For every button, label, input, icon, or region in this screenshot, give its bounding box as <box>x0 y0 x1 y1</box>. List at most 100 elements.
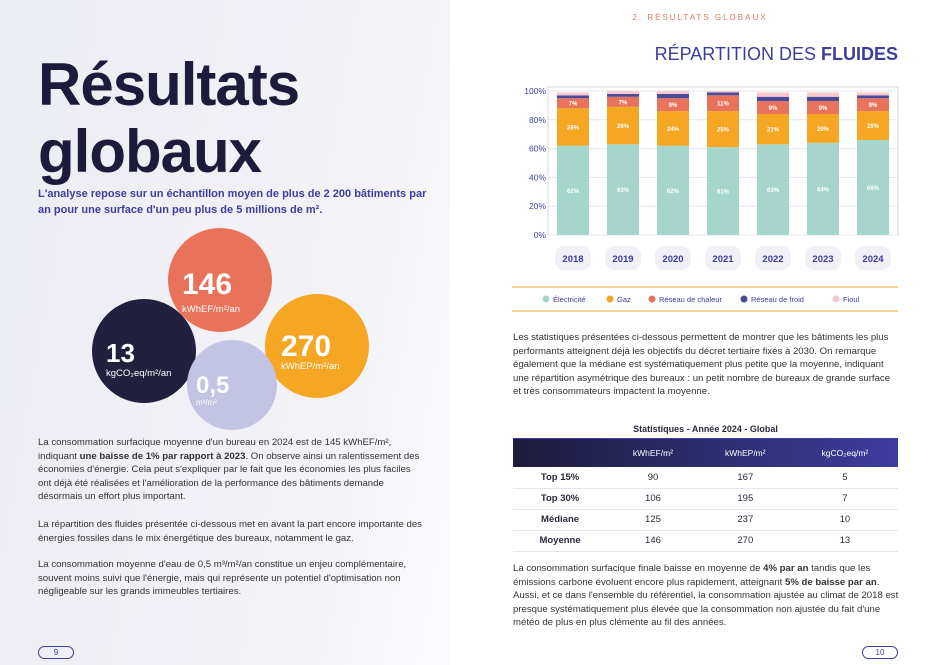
value-label: 63% <box>767 188 780 194</box>
x-tick-label: 2018 <box>562 254 583 265</box>
table-cell: 5 <box>842 471 848 483</box>
bubble <box>168 228 272 332</box>
value-label: 7% <box>569 102 578 108</box>
bar-segment <box>607 96 639 107</box>
legend-swatch <box>832 295 840 303</box>
paragraph: La répartition des fluides présentée ci-… <box>38 519 422 544</box>
table-cell: Moyenne <box>539 535 581 546</box>
table-cell: 125 <box>645 514 661 525</box>
value-label: 9% <box>819 106 828 112</box>
bubble <box>187 340 277 430</box>
value-label: 64% <box>817 187 830 193</box>
page-number: 9 <box>38 646 74 659</box>
bubble-unit: kgCO₂eq/m²/an <box>106 368 172 379</box>
x-tick-label: 2023 <box>812 254 833 265</box>
bar-segment <box>657 98 689 112</box>
stats-table: Statistiques - Année 2024 - Global kWhEF… <box>513 424 898 552</box>
table-title: Statistiques - Année 2024 - Global <box>513 424 898 439</box>
year-pill <box>755 246 791 270</box>
bar-segment <box>757 92 789 97</box>
x-tick-label: 2024 <box>862 254 884 265</box>
y-tick-label: 100% <box>524 86 546 96</box>
bar-segment <box>857 98 889 112</box>
legend-label: Électricité <box>553 295 586 304</box>
value-label: 66% <box>867 186 880 192</box>
value-label: 7% <box>619 100 628 106</box>
table-cell: 90 <box>647 471 659 483</box>
bar-segment <box>707 92 739 96</box>
title: Résultats <box>38 51 300 118</box>
bar-segment <box>807 96 839 102</box>
bubble-value: 146 <box>182 268 233 301</box>
bar-segment <box>657 93 689 99</box>
year-pill <box>855 246 891 270</box>
table: kWhEF/m² kWhEP/m² kgCO₂eq/m² Top 15% 90 16… <box>513 439 898 552</box>
bar-segment <box>607 91 639 94</box>
table-cell: 270 <box>737 535 754 546</box>
legend-label: Réseau de froid <box>751 295 804 304</box>
value-label: 9% <box>769 106 778 112</box>
left-background <box>0 0 450 665</box>
bar-segment <box>657 111 689 146</box>
bar-segment <box>857 92 889 96</box>
value-label: 26% <box>617 124 630 130</box>
year-pill <box>705 246 741 270</box>
value-label: 61% <box>717 190 730 196</box>
header-cell: kWhEF/m² <box>632 448 674 458</box>
table-cell: 7 <box>842 493 848 504</box>
bar-segment <box>857 95 889 99</box>
bar-segment <box>857 139 889 235</box>
paragraph: La consommation moyenne d'eau de 0,5 m³/… <box>38 559 407 597</box>
year-pill <box>605 246 641 270</box>
x-tick-label: 2021 <box>712 254 734 265</box>
legend-swatch <box>542 295 550 303</box>
table-row: Top 30% 106 195 7 <box>513 488 898 509</box>
chart: 0% 20% 40% 60% 80% 100% 62% 26% 7% 2018 63% 26% 7% 20… <box>512 86 899 312</box>
legend-swatch <box>648 295 656 303</box>
bar-segment <box>557 145 589 235</box>
y-tick-label: 80% <box>529 115 546 125</box>
bar-segment <box>607 106 639 145</box>
legend-label: Réseau de chaleur <box>659 295 722 304</box>
bubble <box>92 299 196 403</box>
x-tick-label: 2019 <box>612 254 633 265</box>
bubble-unit: kWhEF/m²/an <box>182 304 241 315</box>
x-tick-label: 2022 <box>762 254 783 265</box>
page-number: 10 <box>862 646 898 659</box>
bubble-unit: kWhEP/m²/an <box>281 361 340 372</box>
value-label: 62% <box>667 189 680 195</box>
bar-segment <box>557 95 589 99</box>
bubble-value: 270 <box>281 330 332 363</box>
legend-swatch <box>606 295 614 303</box>
value-label: 11% <box>717 102 729 108</box>
bar-segment <box>807 114 839 143</box>
table-cell: 13 <box>839 535 851 546</box>
bar-segment <box>807 101 839 115</box>
paragraph: La consommation surfacique moyenne d'un … <box>38 437 420 502</box>
bar-segment <box>757 101 789 115</box>
table-cell: Top 30% <box>540 493 580 504</box>
title: globaux <box>38 118 262 185</box>
intro: L'analyse repose sur un échantillon moye… <box>38 188 427 216</box>
year-pill <box>555 246 591 270</box>
bar-segment <box>557 92 589 96</box>
table-cell: 237 <box>737 514 754 525</box>
section-label: 2. RÉSULTATS GLOBAUX <box>632 13 768 22</box>
bar-segment <box>707 91 739 93</box>
y-tick-label: 60% <box>529 144 546 154</box>
value-label: 25% <box>717 128 730 134</box>
bar-segment <box>707 95 739 112</box>
bar-segment <box>557 108 589 146</box>
bar-segment <box>607 144 639 235</box>
table-cell: 10 <box>839 514 851 525</box>
bar-segment <box>757 144 789 235</box>
bar-segment <box>757 114 789 145</box>
table-header: kWhEF/m² kWhEP/m² kgCO₂eq/m² <box>513 439 898 467</box>
legend-label: Gaz <box>617 295 631 304</box>
table-row: Médiane 125 237 10 <box>513 509 898 530</box>
bar-segment <box>857 111 889 140</box>
bar-segment <box>707 147 739 235</box>
year-pill <box>655 246 691 270</box>
value-label: 20% <box>817 127 830 133</box>
